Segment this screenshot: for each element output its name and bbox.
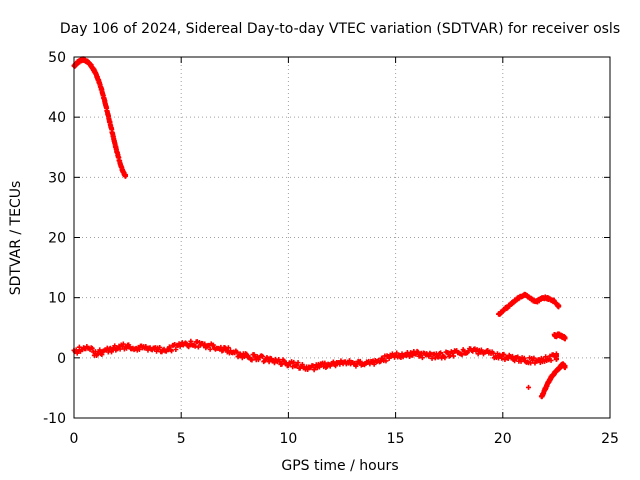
series-main-trace [71,338,559,373]
data-point [435,354,441,360]
x-tick-label: 20 [494,431,512,447]
data-point [512,358,518,364]
data-point [251,352,257,358]
data-point [234,349,240,355]
data-point [450,353,456,359]
data-point [419,355,425,361]
data-point [112,343,118,349]
series-isolated-point [526,384,532,390]
series-evening-high-branch [496,291,562,317]
data-point [295,360,301,366]
data-point [445,350,451,356]
data-point [249,357,255,363]
data-point [173,347,179,353]
data-point [117,346,123,352]
data-point [244,351,250,357]
data-point [89,345,95,351]
data-point [490,350,496,356]
data-point [521,355,527,361]
x-tick-label: 15 [387,431,405,447]
data-point [210,342,216,348]
data-point [501,351,507,357]
x-axis-label: GPS time / hours [281,458,398,474]
data-point [438,350,444,356]
data-point [136,346,142,352]
x-tick-label: 0 [70,431,79,447]
y-tick-label: 0 [57,351,66,367]
data-point [371,361,377,367]
data-point [562,336,568,342]
data-point [333,363,339,369]
series-late-descent [538,361,568,400]
y-tick-label: 30 [48,170,66,186]
data-point [225,345,231,351]
data-point [553,356,559,362]
data-point [526,384,532,390]
data-point [207,346,213,352]
data-point [169,348,175,354]
data-point [562,363,568,369]
y-tick-label: 40 [48,110,66,126]
data-point [316,364,322,370]
data-point [415,349,421,355]
y-axis-label: SDTVAR / TECUs [8,181,24,296]
x-tick-label: 10 [279,431,297,447]
x-tick-label: 25 [601,431,619,447]
data-point [124,345,130,351]
data-point [556,303,562,309]
x-tick-label: 5 [177,431,186,447]
y-tick-label: 50 [48,50,66,66]
data-point [528,360,534,366]
data-point [357,358,363,364]
y-tick-label: -10 [43,411,66,427]
data-point [322,360,328,366]
data-point [120,341,126,347]
data-point [97,347,103,353]
series-upper-branch [71,56,128,179]
data-point [188,338,194,344]
data-point [157,344,163,350]
data-point [260,353,266,359]
data-point [166,344,172,350]
data-point [408,350,414,356]
data-point [442,355,448,361]
data-point [291,359,297,365]
data-point [76,344,82,350]
data-point [548,357,554,363]
y-tick-label: 20 [48,231,66,247]
data-point [499,355,505,361]
chart-title: Day 106 of 2024, Sidereal Day-to-day VTE… [60,21,620,37]
y-tick-label: 10 [48,291,66,307]
data-point [383,358,389,364]
series-late-cluster [551,331,568,342]
grid [74,57,610,418]
data-point [99,352,105,358]
data-point [299,362,305,368]
data-point [122,172,128,178]
data-point [509,353,515,359]
data-series [71,56,568,400]
data-point [459,352,465,358]
